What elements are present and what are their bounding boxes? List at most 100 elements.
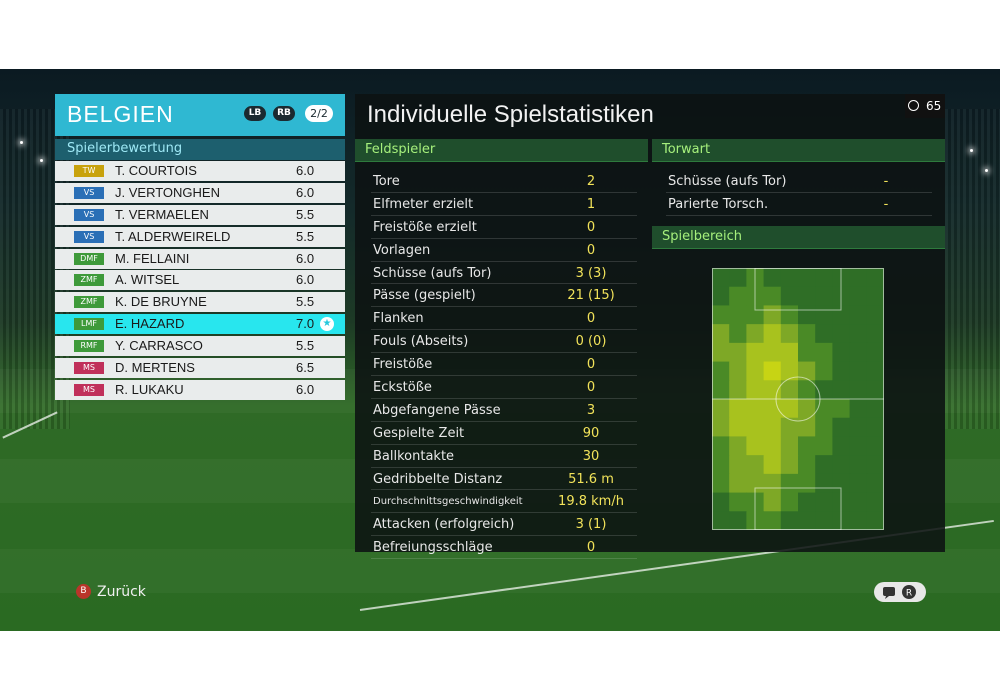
stat-label: Pässe (gespielt) bbox=[373, 288, 476, 304]
position-badge: ZMF bbox=[74, 296, 104, 309]
clock-icon bbox=[908, 100, 919, 111]
heatmap-cell bbox=[780, 305, 799, 325]
heatmap-cell bbox=[780, 324, 799, 344]
heatmap-cell bbox=[832, 324, 851, 344]
stat-row: Pässe (gespielt) 21 (15) bbox=[371, 284, 637, 308]
rb-button-icon[interactable]: RB bbox=[273, 106, 295, 121]
heatmap-cell bbox=[763, 492, 782, 512]
player-row[interactable]: ZMF A. WITSEL 6.0 bbox=[55, 270, 345, 291]
player-row[interactable]: VS J. VERTONGHEN 6.0 bbox=[55, 182, 345, 203]
heatmap-cell bbox=[729, 436, 747, 456]
heatmap-cell bbox=[729, 511, 747, 530]
heatmap-cell bbox=[763, 268, 782, 288]
heatmap-cell bbox=[815, 473, 833, 494]
heatmap-cell bbox=[712, 436, 730, 456]
heatmap-cell bbox=[729, 286, 747, 306]
heatmap-cell bbox=[763, 473, 782, 494]
heatmap bbox=[712, 268, 884, 530]
heatmap-cell bbox=[849, 436, 868, 456]
heatmap-cell bbox=[866, 380, 884, 400]
heatmap-cell bbox=[712, 342, 730, 363]
stat-label: Gedribbelte Distanz bbox=[373, 471, 503, 487]
heatmap-cell bbox=[866, 492, 884, 512]
heatmap-cell bbox=[780, 436, 799, 456]
player-name: Y. CARRASCO bbox=[115, 338, 203, 354]
heatmap-cell bbox=[815, 361, 833, 381]
heatmap-cell bbox=[712, 324, 730, 344]
heatmap-cell bbox=[832, 380, 851, 400]
stat-row: Gespielte Zeit 90 bbox=[371, 422, 637, 445]
stadium-light bbox=[20, 141, 23, 144]
heatmap-grid bbox=[712, 268, 884, 530]
heatmap-cell bbox=[832, 436, 851, 456]
position-badge: ZMF bbox=[74, 274, 104, 287]
player-row[interactable]: MS D. MERTENS 6.5 bbox=[55, 358, 345, 379]
heatmap-cell bbox=[815, 417, 833, 437]
stat-value: 0 bbox=[586, 357, 596, 373]
heatmap-cell bbox=[849, 511, 868, 530]
heatmap-cell bbox=[780, 511, 799, 530]
pitch-marking bbox=[754, 487, 842, 530]
position-badge: MS bbox=[74, 362, 104, 375]
player-rating: 6.5 bbox=[296, 360, 315, 376]
heatmap-cell bbox=[832, 417, 851, 437]
player-row[interactable]: VS T. VERMAELEN 5.5 bbox=[55, 204, 345, 225]
heatmap-cell bbox=[729, 492, 747, 512]
heatmap-cell bbox=[815, 286, 833, 306]
heatmap-cell bbox=[763, 455, 782, 475]
position-badge: MS bbox=[74, 383, 104, 396]
heatmap-cell bbox=[866, 455, 884, 475]
heatmap-cell bbox=[832, 399, 851, 419]
heatmap-cell bbox=[815, 492, 833, 512]
heatmap-cell bbox=[849, 324, 868, 344]
heatmap-cell bbox=[712, 399, 730, 419]
bottom-right-controls[interactable]: R bbox=[874, 582, 926, 602]
player-row[interactable]: ZMF K. DE BRUYNE 5.5 bbox=[55, 292, 345, 313]
heatmap-cell bbox=[712, 511, 730, 530]
heatmap-cell bbox=[746, 436, 765, 456]
heatmap-cell bbox=[798, 342, 816, 363]
player-row[interactable]: LMF E. HAZARD 7.0 ★ bbox=[55, 314, 345, 335]
heatmap-cell bbox=[849, 305, 868, 325]
player-row[interactable]: VS T. ALDERWEIRELD 5.5 bbox=[55, 226, 345, 247]
heatmap-cell bbox=[849, 361, 868, 381]
page-indicator: 2/2 bbox=[305, 105, 333, 122]
player-row[interactable]: DMF M. FELLAINI 6.0 bbox=[55, 248, 345, 269]
player-row[interactable]: MS R. LUKAKU 6.0 bbox=[55, 379, 345, 400]
stat-label: Abgefangene Pässe bbox=[373, 402, 501, 418]
heatmap-cell bbox=[746, 455, 765, 475]
heatmap-cell bbox=[780, 473, 799, 494]
stat-value: 1 bbox=[586, 196, 596, 212]
stat-row: Tore 2 bbox=[371, 170, 637, 193]
heatmap-cell bbox=[815, 268, 833, 288]
heatmap-cell bbox=[798, 511, 816, 530]
heatmap-cell bbox=[798, 305, 816, 325]
stat-label: Schüsse (aufs Tor) bbox=[373, 265, 492, 281]
heatmap-cell bbox=[780, 286, 799, 306]
heatmap-cell bbox=[832, 342, 851, 363]
heatmap-cell bbox=[866, 286, 884, 306]
field-section-label: Feldspieler bbox=[365, 142, 436, 157]
gk-stat-value: - bbox=[883, 174, 889, 189]
player-rating: 6.0 bbox=[296, 272, 315, 288]
player-row[interactable]: RMF Y. CARRASCO 5.5 bbox=[55, 336, 345, 357]
heatmap-cell bbox=[849, 342, 868, 363]
player-name: K. DE BRUYNE bbox=[115, 294, 207, 310]
player-rating: 6.0 bbox=[296, 250, 315, 266]
player-rating: 7.0 bbox=[296, 316, 315, 332]
stat-value: 3 (1) bbox=[575, 517, 607, 533]
heatmap-cell bbox=[729, 417, 747, 437]
position-badge: VS bbox=[74, 230, 104, 243]
player-name: M. FELLAINI bbox=[115, 250, 190, 266]
stat-value: 90 bbox=[582, 425, 600, 441]
player-row[interactable]: TW T. COURTOIS 6.0 bbox=[55, 161, 345, 181]
player-name: T. COURTOIS bbox=[115, 163, 197, 178]
stat-label: Vorlagen bbox=[373, 242, 431, 258]
stat-row: Flanken 0 bbox=[371, 307, 637, 331]
heatmap-cell bbox=[798, 380, 816, 400]
stadium-light bbox=[985, 169, 988, 172]
heatmap-cell bbox=[866, 361, 884, 381]
heatmap-cell bbox=[866, 511, 884, 530]
lb-button-icon[interactable]: LB bbox=[244, 106, 266, 121]
heatmap-cell bbox=[866, 305, 884, 325]
